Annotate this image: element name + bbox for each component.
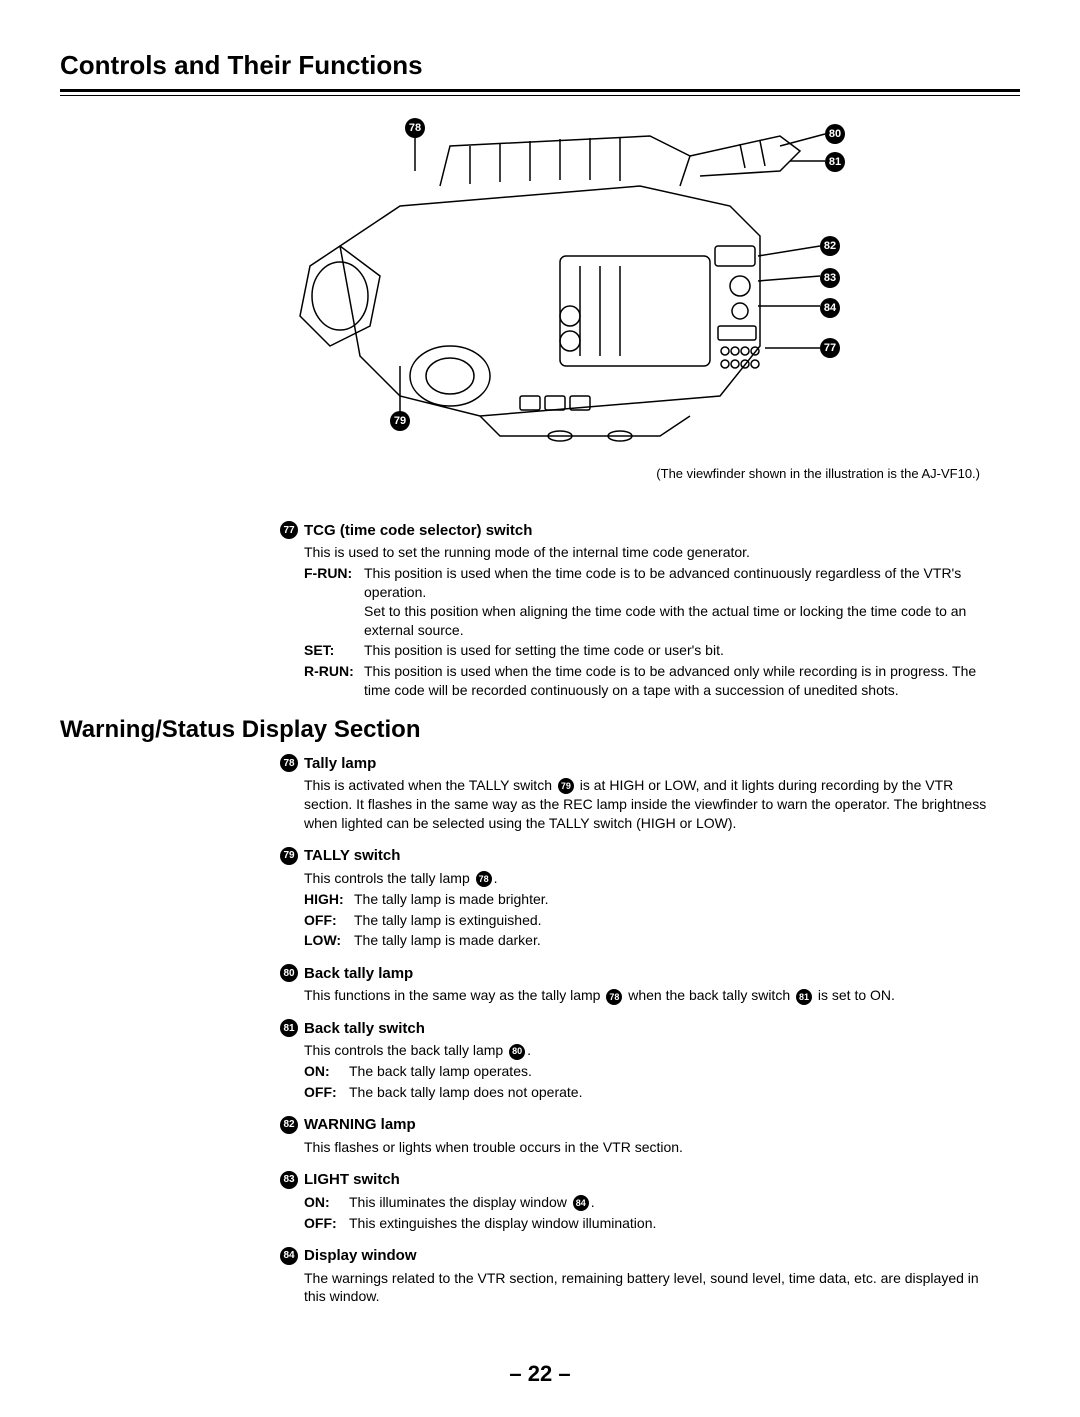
item-title: Display window: [304, 1247, 417, 1264]
text: This functions in the same way as the ta…: [304, 987, 604, 1003]
bullet-82: 82: [280, 1116, 298, 1134]
callout-79: 79: [390, 411, 410, 431]
item-title: LIGHT switch: [304, 1171, 400, 1188]
def-desc: The tally lamp is made darker.: [354, 931, 990, 950]
item-title: Tally lamp: [304, 755, 376, 772]
def-term: ON:: [304, 1193, 349, 1212]
item-title: Back tally switch: [304, 1020, 425, 1037]
item-back-tally-lamp: 80 Back tally lamp This functions in the…: [280, 964, 990, 1005]
def-desc: The tally lamp is made brighter.: [354, 890, 990, 909]
item-tally-lamp: 78 Tally lamp This is activated when the…: [280, 754, 990, 833]
item-title-tcg: TCG (time code selector) switch: [304, 522, 532, 539]
def-term: LOW:: [304, 931, 354, 950]
bullet-84: 84: [280, 1247, 298, 1265]
def-desc: The tally lamp is extinguished.: [354, 911, 990, 930]
title-rule: [60, 89, 1020, 96]
def-desc: The back tally lamp operates.: [349, 1062, 990, 1081]
def-term: OFF:: [304, 1214, 349, 1233]
camera-illustration: 78 79 80 81 82 83 84 77: [220, 116, 860, 456]
def-term: HIGH:: [304, 890, 354, 909]
text: is set to ON.: [814, 987, 895, 1003]
ref-78b: 78: [606, 989, 622, 1005]
text: This flashes or lights when trouble occu…: [304, 1138, 990, 1157]
bullet-83: 83: [280, 1171, 298, 1189]
callout-84: 84: [820, 298, 840, 318]
item-title: TALLY switch: [304, 847, 400, 864]
bullet-79: 79: [280, 847, 298, 865]
ref-79: 79: [558, 778, 574, 794]
ref-84: 84: [573, 1195, 589, 1211]
def-desc: This illuminates the display window 84.: [349, 1193, 990, 1212]
item-warning-lamp: 82 WARNING lamp This flashes or lights w…: [280, 1116, 990, 1157]
def-desc: This position is used for setting the ti…: [364, 641, 990, 660]
tcg-intro: This is used to set the running mode of …: [304, 543, 990, 562]
item-back-tally-switch: 81 Back tally switch This controls the b…: [280, 1019, 990, 1102]
text: .: [494, 870, 498, 886]
def-desc: This position is used when the time code…: [364, 564, 990, 640]
callout-80: 80: [825, 124, 845, 144]
text: This controls the back tally lamp: [304, 1042, 507, 1058]
callout-82: 82: [820, 236, 840, 256]
item-tcg: 77 TCG (time code selector) switch This …: [280, 521, 990, 700]
def-term: OFF:: [304, 911, 354, 930]
def-term: SET:: [304, 641, 364, 660]
def-term: OFF:: [304, 1083, 349, 1102]
def-desc: This position is used when the time code…: [364, 662, 990, 700]
text: The warnings related to the VTR section,…: [304, 1269, 990, 1307]
callout-81: 81: [825, 152, 845, 172]
item-tally-switch: 79 TALLY switch This controls the tally …: [280, 847, 990, 951]
illustration-caption: (The viewfinder shown in the illustratio…: [60, 466, 980, 481]
bullet-80: 80: [280, 964, 298, 982]
text: when the back tally switch: [624, 987, 794, 1003]
bullet-77: 77: [280, 521, 298, 539]
item-title: Back tally lamp: [304, 965, 413, 982]
callout-83: 83: [820, 268, 840, 288]
page-number: – 22 –: [0, 1361, 1080, 1387]
bullet-81: 81: [280, 1019, 298, 1037]
def-desc: This extinguishes the display window ill…: [349, 1214, 990, 1233]
ref-81: 81: [796, 989, 812, 1005]
ref-80: 80: [509, 1044, 525, 1060]
def-term: ON:: [304, 1062, 349, 1081]
def-term: R-RUN:: [304, 662, 364, 700]
ref-78: 78: [476, 871, 492, 887]
text: This is activated when the TALLY switch: [304, 777, 556, 793]
section-heading: Warning/Status Display Section: [60, 716, 1020, 744]
item-title: WARNING lamp: [304, 1116, 416, 1133]
def-desc: The back tally lamp does not operate.: [349, 1083, 990, 1102]
camera-drawing: [220, 116, 860, 456]
item-display-window: 84 Display window The warnings related t…: [280, 1247, 990, 1307]
text: .: [527, 1042, 531, 1058]
item-light-switch: 83 LIGHT switch ON:This illuminates the …: [280, 1171, 990, 1233]
bullet-78: 78: [280, 754, 298, 772]
def-term: F-RUN:: [304, 564, 364, 640]
text: This controls the tally lamp: [304, 870, 474, 886]
page-title: Controls and Their Functions: [60, 50, 1020, 81]
callout-78: 78: [405, 118, 425, 138]
callout-77: 77: [820, 338, 840, 358]
